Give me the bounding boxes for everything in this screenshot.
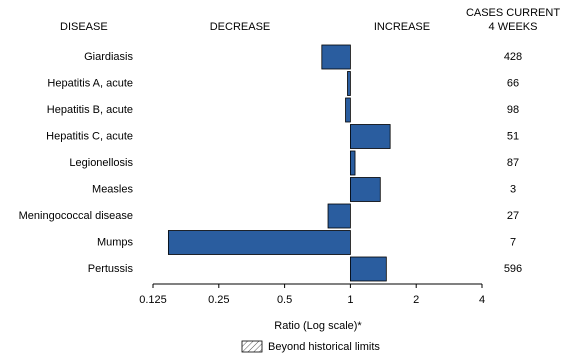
- category-label: Legionellosis: [69, 157, 133, 169]
- x-tick-label: 2: [413, 294, 419, 306]
- x-tick-label: 0.25: [208, 294, 229, 306]
- category-label: Pertussis: [88, 263, 134, 275]
- bar: [349, 124, 391, 149]
- x-tick-label: 0.5: [277, 294, 292, 306]
- bar: [347, 71, 351, 96]
- case-count: 98: [507, 104, 519, 116]
- bar: [349, 177, 381, 202]
- category-label: Hepatitis B, acute: [47, 104, 133, 116]
- case-count: 3: [510, 183, 516, 195]
- header-decrease: DECREASE: [210, 21, 271, 33]
- bar: [327, 203, 351, 229]
- category-label: Measles: [92, 183, 133, 195]
- case-count: 51: [507, 130, 519, 142]
- category-label: Mumps: [97, 236, 134, 248]
- case-count: 428: [504, 51, 522, 63]
- header-disease: DISEASE: [60, 21, 108, 33]
- x-axis-label: Ratio (Log scale)*: [274, 320, 362, 332]
- category-label: Hepatitis A, acute: [47, 77, 133, 89]
- bar: [345, 97, 351, 123]
- case-count: 27: [507, 210, 519, 222]
- category-label: Meningococcal disease: [19, 210, 133, 222]
- x-tick-label: 4: [479, 294, 485, 306]
- legend-swatch: [241, 340, 263, 353]
- case-count: 66: [507, 77, 519, 89]
- bar: [321, 44, 351, 70]
- bar: [349, 256, 387, 282]
- case-count: 87: [507, 157, 519, 169]
- header-cases: 4 WEEKS: [489, 21, 538, 33]
- category-label: Hepatitis C, acute: [46, 130, 133, 142]
- bar: [167, 230, 351, 255]
- category-label: Giardiasis: [84, 51, 133, 63]
- bar: [349, 150, 356, 176]
- case-count: 7: [510, 236, 516, 248]
- header-increase: INCREASE: [374, 21, 430, 33]
- header-cases: CASES CURRENT: [466, 7, 560, 19]
- case-count: 596: [504, 263, 522, 275]
- x-tick-label: 1: [347, 294, 353, 306]
- x-tick-label: 0.125: [139, 294, 167, 306]
- legend-label: Beyond historical limits: [268, 341, 380, 353]
